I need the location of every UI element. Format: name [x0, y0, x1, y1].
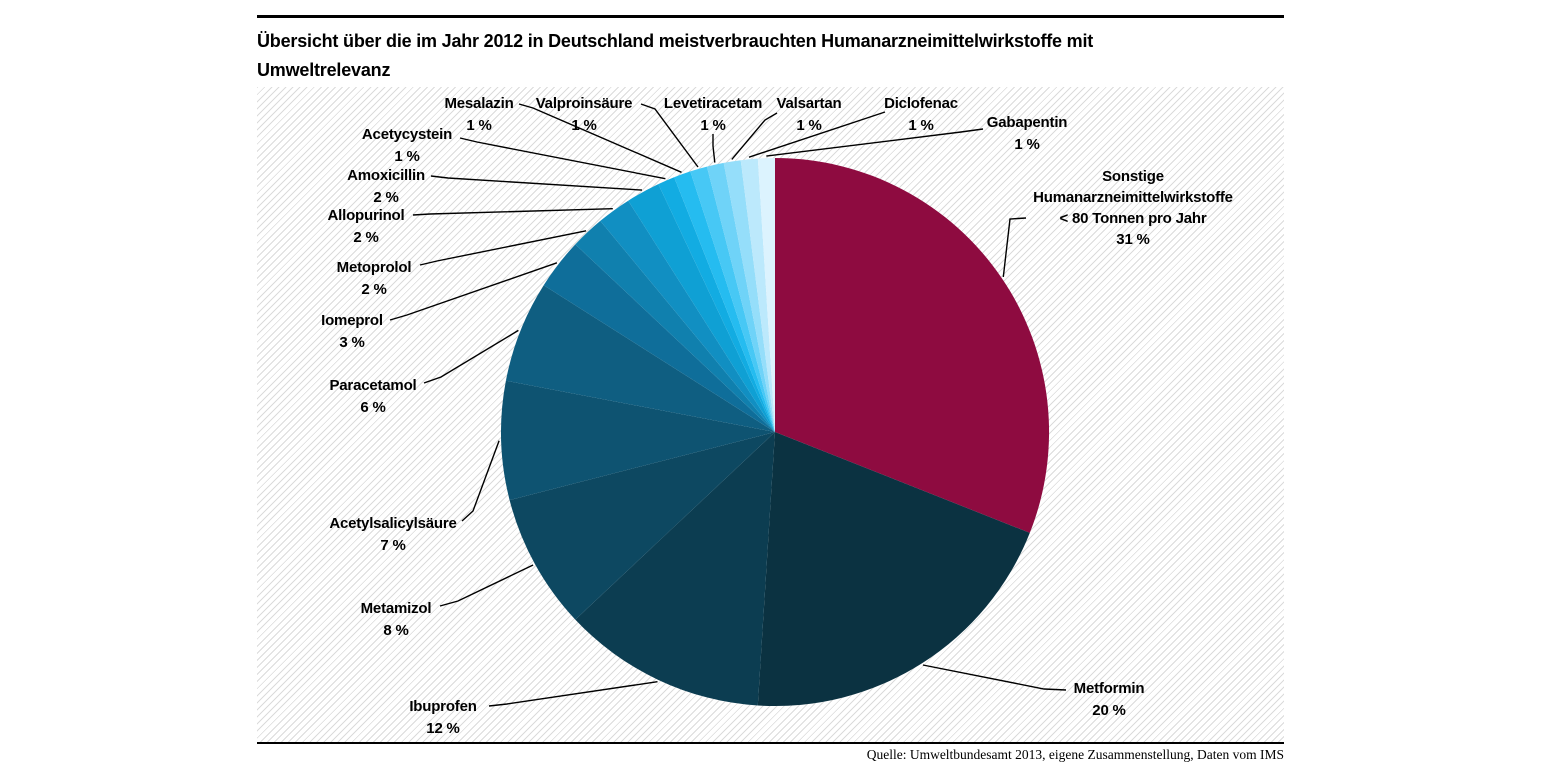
pie-slice-12: [690, 166, 775, 432]
bottom-rule: [257, 742, 1284, 744]
pie-slice-11: [674, 171, 775, 432]
pie-slice-16: [757, 157, 775, 432]
pie-slice-9: [628, 184, 775, 432]
pie-slice-5: [505, 285, 775, 432]
chart-title: Übersicht über die im Jahr 2012 in Deuts…: [257, 27, 1267, 85]
pie-slice-4: [501, 380, 775, 501]
leader-line-0: [1002, 217, 1027, 277]
leader-line-2: [488, 681, 658, 707]
pie-slice-1: [757, 432, 1030, 707]
chart-title-line-2: Umweltrelevanz: [257, 60, 391, 80]
leader-line-5: [423, 329, 519, 384]
pie-slice-14: [723, 160, 775, 432]
leader-line-11: [518, 103, 682, 173]
pie-slice-13: [706, 162, 775, 432]
leader-line-3: [439, 564, 534, 607]
leader-line-9: [430, 175, 643, 191]
top-rule: [257, 15, 1284, 18]
leader-line-12: [640, 103, 699, 168]
leader-line-8: [412, 208, 613, 216]
pie-slice-3: [509, 432, 775, 620]
leader-line-14: [731, 112, 778, 160]
leader-line-7: [419, 230, 587, 266]
pie-slice-0: [775, 157, 1050, 533]
pie-slice-15: [740, 158, 775, 432]
pie-slice-6: [543, 244, 775, 432]
leader-line-16: [766, 128, 984, 157]
leader-line-4: [461, 440, 500, 522]
pie-slice-7: [575, 220, 775, 432]
leader-line-1: [922, 664, 1067, 691]
pie-slice-10: [658, 177, 775, 432]
pie-slice-2: [575, 432, 775, 706]
leader-line-13: [712, 134, 716, 163]
leader-line-6: [389, 262, 558, 321]
source-note: Quelle: Umweltbundesamt 2013, eigene Zus…: [866, 747, 1284, 762]
leader-line-15: [748, 111, 886, 158]
leader-line-10: [459, 137, 666, 180]
pie-slice-8: [600, 200, 775, 432]
chart-title-line-1: Übersicht über die im Jahr 2012 in Deuts…: [257, 31, 1094, 51]
